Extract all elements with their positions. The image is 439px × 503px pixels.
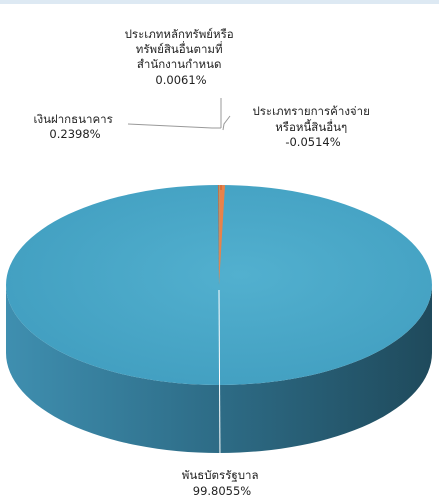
label-accrued-payables-value: -0.0514% xyxy=(285,135,340,149)
label-accrued-payables-line1: ประเภทรายการค้างจ่าย xyxy=(252,104,369,118)
pie-slice-bank-deposits xyxy=(219,185,225,285)
label-bank-deposits: เงินฝากธนาคาร 0.2398% xyxy=(34,112,117,141)
label-other-assets-value: 0.0061% xyxy=(155,73,206,87)
label-accrued-payables: ประเภทรายการค้างจ่าย หรือหนี้สินอื่นๆ -0… xyxy=(252,104,373,149)
leader-line-accrued-payables xyxy=(222,115,231,131)
label-bank-deposits-name: เงินฝากธนาคาร xyxy=(34,112,113,126)
pie-slice-accrued-payables xyxy=(218,185,219,285)
label-bank-deposits-value: 0.2398% xyxy=(49,127,100,141)
label-other-assets-line2: ทรัพย์สินอื่นตามที่ xyxy=(136,41,223,56)
pie-side-wall xyxy=(6,285,432,453)
label-accrued-payables-line2: หรือหนี้สินอื่นๆ xyxy=(275,119,347,134)
label-government-bonds-value: 99.8055% xyxy=(193,484,252,498)
label-other-assets-line1: ประเภทหลักทรัพย์หรือ xyxy=(125,27,234,41)
top-border xyxy=(0,0,439,4)
leader-line-bank-deposits xyxy=(127,123,221,129)
label-government-bonds-name: พันธบัตรรัฐบาล xyxy=(182,468,259,482)
label-government-bonds: พันธบัตรรัฐบาล 99.8055% xyxy=(182,468,262,498)
label-other-assets: ประเภทหลักทรัพย์หรือ ทรัพย์สินอื่นตามที่… xyxy=(125,27,238,87)
leader-line-government-bonds xyxy=(218,289,221,463)
label-other-assets-line3: สำนักงานกำหนด xyxy=(137,57,222,71)
